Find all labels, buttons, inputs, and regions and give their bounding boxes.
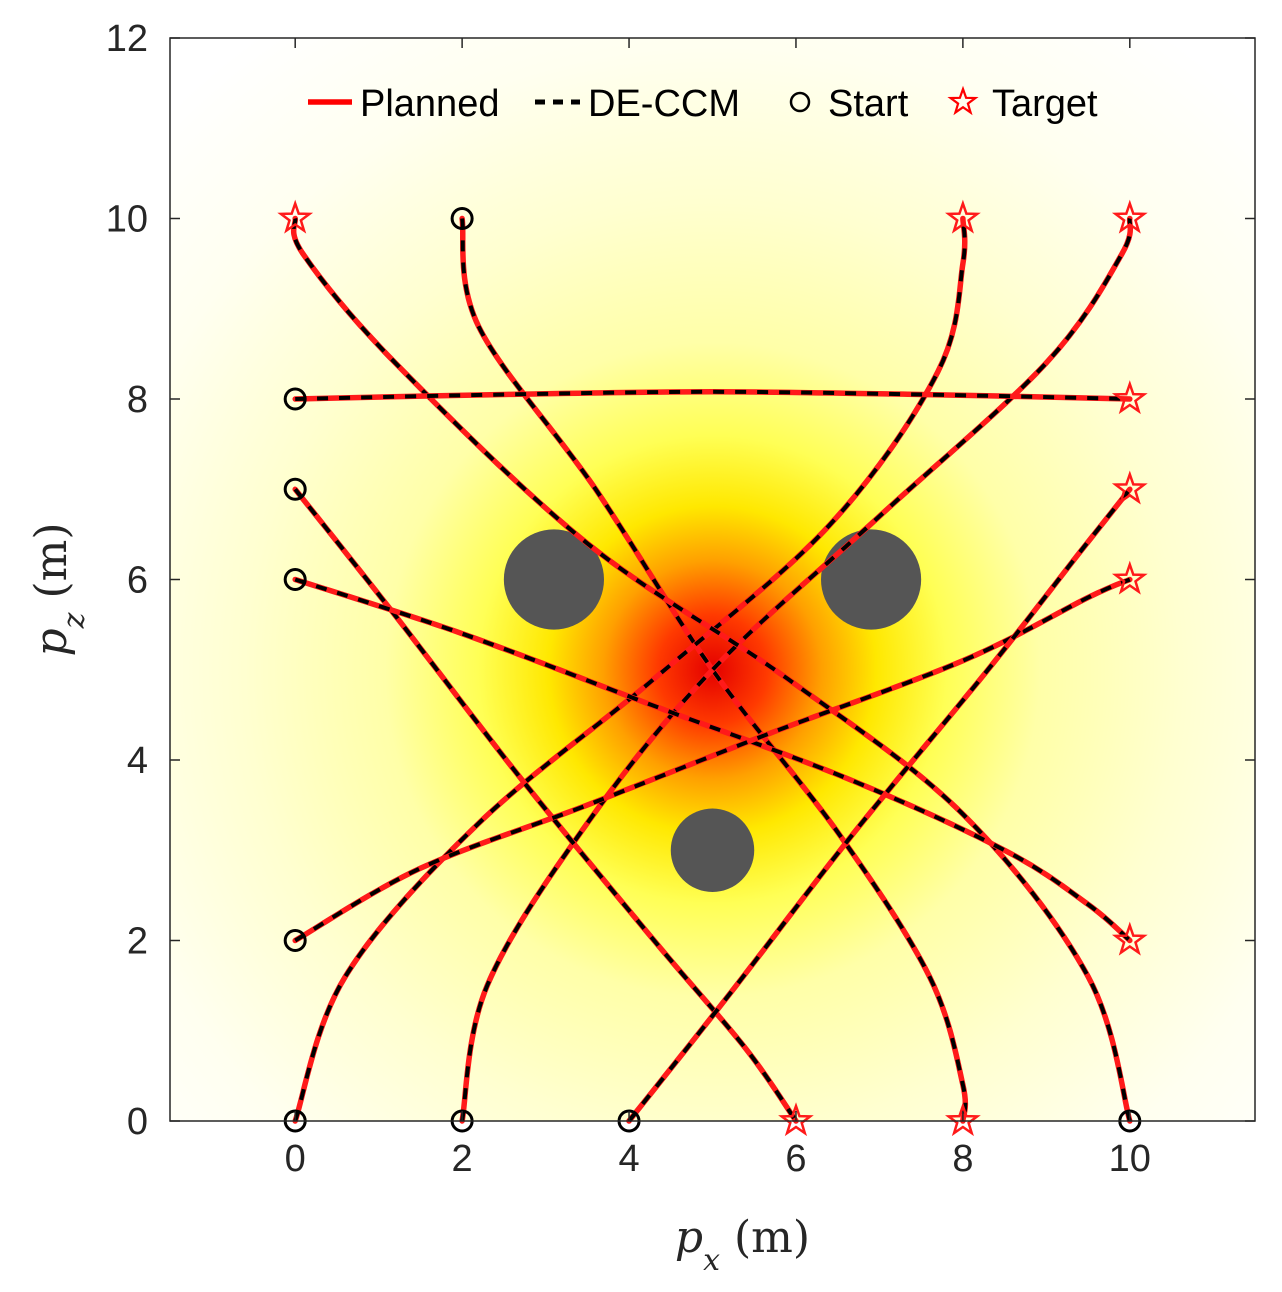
target-marker-3 <box>1111 199 1148 234</box>
x-tick-label-4: 6 <box>785 1138 806 1180</box>
y-tick-label-7: 12 <box>106 18 148 60</box>
target-marker-7 <box>1111 921 1148 956</box>
x-tick-label-6: 10 <box>1109 1138 1151 1180</box>
start-marker-2 <box>283 387 307 411</box>
de-ccm-trajectory-4 <box>291 218 1132 1122</box>
x-tick-label-5: 8 <box>952 1138 973 1180</box>
y-tick-label-1: 0 <box>127 1101 148 1143</box>
target-marker-2 <box>945 199 981 234</box>
x-axis-symbol: p <box>675 1212 703 1263</box>
x-axis-subscript: x <box>703 1243 720 1278</box>
legend-de-ccm-label: DE-CCM <box>588 83 740 125</box>
y-axis-unit: (m) <box>26 522 77 598</box>
x-axis-label: px (m) <box>675 1212 810 1278</box>
legend-start-label: Start <box>828 83 909 125</box>
y-tick-label-5: 8 <box>127 379 148 421</box>
de-ccm-trajectory-6 <box>293 488 798 1123</box>
de-ccm-trajectory-5 <box>295 389 1130 401</box>
x-tick-label-3: 4 <box>618 1138 639 1180</box>
y-axis-symbol: p <box>26 628 77 656</box>
target-marker-8 <box>778 1102 814 1137</box>
start-marker-4 <box>283 568 307 591</box>
obstacle-2 <box>821 529 922 630</box>
de-ccm-trajectory-2 <box>293 218 967 1122</box>
de-ccm-trajectory-9 <box>627 488 1132 1123</box>
legend-target-marker <box>947 85 979 116</box>
target-marker-5 <box>1111 470 1148 505</box>
planned-trajectory-7 <box>292 576 1133 944</box>
y-tick-label-4: 6 <box>127 560 148 602</box>
target-marker-9 <box>945 1102 981 1137</box>
de-ccm-trajectory-1 <box>460 218 968 1122</box>
legend-start-marker <box>789 91 811 113</box>
legend-target-label: Target <box>992 83 1098 125</box>
obstacle-1 <box>503 529 604 630</box>
de-ccm-trajectory-8 <box>294 577 1131 943</box>
heat-field <box>170 38 1255 1121</box>
start-marker-5 <box>283 929 307 952</box>
start-marker-1 <box>450 207 474 230</box>
start-marker-3 <box>283 477 307 501</box>
y-axis-subscript: z <box>57 612 92 629</box>
legend-planned-label: Planned <box>360 83 499 125</box>
target-marker-4 <box>1111 380 1148 415</box>
target-marker-6 <box>1111 560 1148 595</box>
obstacle-3 <box>670 808 755 892</box>
y-axis-label: pz (m) <box>26 522 92 656</box>
x-tick-label-1: 0 <box>285 1138 306 1180</box>
y-tick-label-3: 4 <box>127 740 148 782</box>
de-ccm-trajectory-3 <box>460 218 1133 1122</box>
x-tick-label-2: 2 <box>452 1138 473 1180</box>
y-tick-label-2: 2 <box>127 921 148 963</box>
x-axis-unit: (m) <box>734 1212 810 1263</box>
target-marker-1 <box>277 199 314 234</box>
y-tick-label-6: 10 <box>106 199 148 241</box>
